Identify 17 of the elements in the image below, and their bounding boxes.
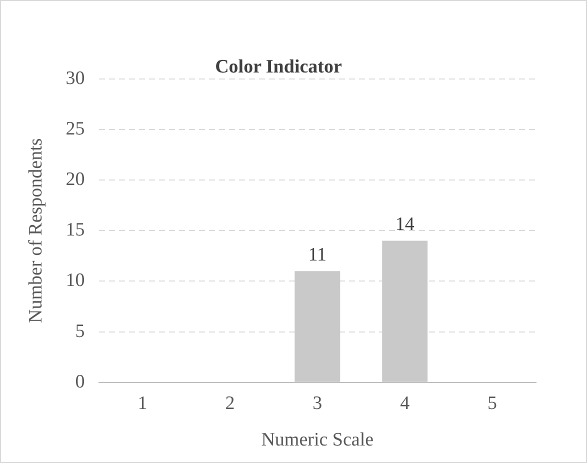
chart-title: Color Indicator: [215, 56, 342, 78]
y-tick-label: 10: [66, 270, 85, 292]
x-tick-label: 1: [138, 392, 148, 414]
y-tick-label: 0: [75, 371, 85, 392]
y-tick-label: 25: [66, 118, 85, 140]
x-tick-label: 3: [312, 392, 322, 414]
x-axis-title: Numeric Scale: [261, 430, 374, 451]
y-tick-label: 15: [66, 220, 85, 241]
y-tick-label: 30: [66, 68, 85, 89]
data-label: 11: [308, 244, 327, 266]
x-tick-label: 4: [400, 392, 410, 414]
y-tick-label: 20: [66, 168, 85, 190]
x-tick-label: 5: [488, 392, 498, 414]
y-tick-label: 5: [75, 320, 85, 342]
y-axis-title: Number of Respondents: [25, 138, 46, 323]
data-label: 14: [395, 214, 415, 236]
x-tick-label: 2: [225, 392, 235, 414]
